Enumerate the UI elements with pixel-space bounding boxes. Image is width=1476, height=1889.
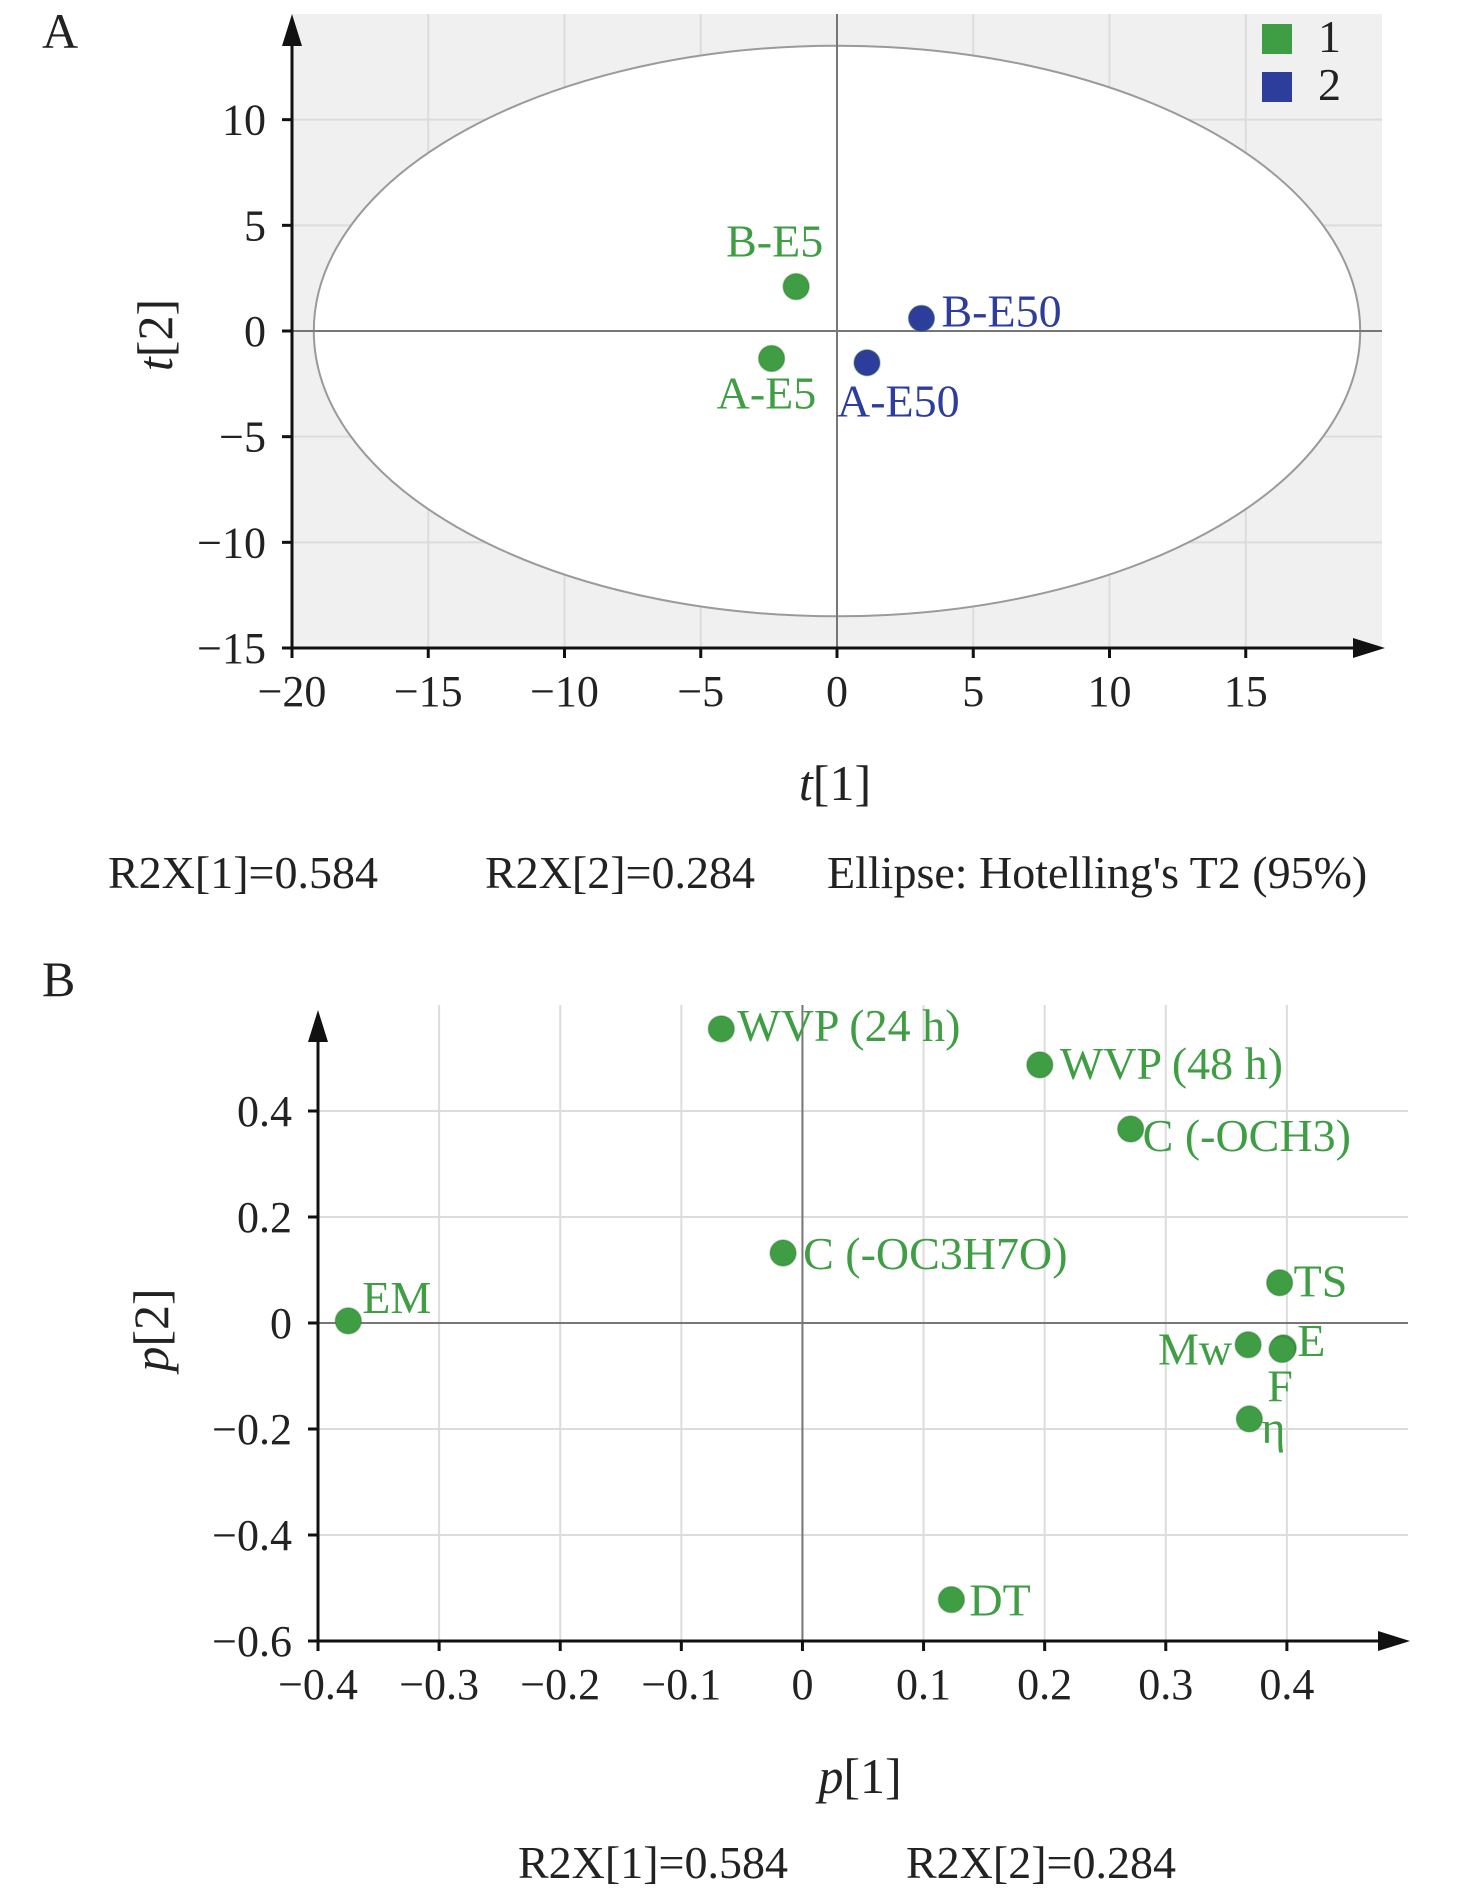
data-point — [1235, 1405, 1264, 1433]
data-point-label: A-E50 — [837, 376, 960, 427]
data-point-label: TS — [1294, 1256, 1348, 1307]
data-point-label: C (-OCH3) — [1143, 1110, 1351, 1161]
panel-b-x-axis-label-index: [1] — [843, 1748, 901, 1804]
panel-a-x-axis-label-index: [1] — [813, 755, 871, 811]
x-axis-arrow — [1353, 638, 1385, 658]
data-point-label: B-E5 — [726, 216, 823, 267]
y-tick-label: 0.2 — [237, 1193, 292, 1242]
panel-a-legend: 12 — [1262, 11, 1341, 110]
panel-b-points: WVP (24 h) WVP (48 h) C (-OCH3) C (-OC3H7O)… — [334, 1000, 1351, 1626]
data-point-label: EM — [362, 1272, 431, 1323]
x-tick-label: 15 — [1224, 667, 1268, 716]
panel-b-tick-labels: −0.4 −0.3 −0.2 −0.1 0 0.1 0.2 0.3 0.4−0.6−0.4−0.… — [212, 1087, 1314, 1709]
x-tick-label: 5 — [962, 667, 984, 716]
x-tick-label: 10 — [1088, 667, 1132, 716]
panel-a-y-axis-label: t[2] — [127, 299, 183, 371]
x-tick-label: 0.1 — [896, 1660, 951, 1709]
x-tick-label: −5 — [677, 667, 724, 716]
panel-a-ellipse-note: Ellipse: Hotelling's T2 (95%) — [827, 847, 1367, 898]
panel-b-axes — [308, 1010, 1410, 1651]
x-tick-label: −15 — [394, 667, 463, 716]
y-tick-label: −5 — [219, 413, 266, 462]
x-tick-label: −20 — [258, 667, 327, 716]
legend-swatch — [1262, 72, 1292, 102]
x-tick-label: 0 — [791, 1660, 813, 1709]
data-point-label: C (-OC3H7O) — [803, 1228, 1067, 1279]
panel-a-zero-lines — [292, 14, 1382, 648]
panel-b-letter: B — [42, 951, 75, 1007]
x-tick-label: −0.2 — [520, 1660, 600, 1709]
panel-b-zero-lines — [318, 1005, 1408, 1641]
panel-b-chart: B −0.4 −0.3 −0.2 −0.1 0 0.1 0.2 0.3 0.4−0.6−0.4−… — [42, 951, 1410, 1888]
x-tick-label: 0.4 — [1259, 1660, 1314, 1709]
panel-b-r2x1: R2X[1]=0.584 — [518, 1837, 788, 1888]
panel-a-r2x1: R2X[1]=0.584 — [108, 847, 378, 898]
data-point — [769, 1239, 797, 1267]
panel-a-axes — [282, 14, 1385, 658]
data-point — [334, 1307, 363, 1335]
x-tick-label: −10 — [530, 667, 599, 716]
panel-b-y-axis-label-index: [2] — [123, 1288, 179, 1346]
x-tick-label: 0 — [826, 667, 848, 716]
data-point-label: Mw — [1158, 1324, 1233, 1375]
panel-a-r2x2: R2X[2]=0.284 — [485, 847, 755, 898]
panel-a-x-axis-label-var: t — [799, 755, 814, 811]
y-tick-label: −10 — [197, 518, 266, 567]
x-tick-label: −0.1 — [641, 1660, 721, 1709]
y-tick-label: 0.4 — [237, 1087, 292, 1136]
panel-b-y-axis-label-var: p — [123, 1347, 179, 1375]
y-tick-label: 0 — [244, 307, 266, 356]
data-point-label: A-E5 — [717, 367, 817, 418]
data-point — [1116, 1115, 1145, 1143]
x-tick-label: −0.4 — [278, 1660, 358, 1709]
data-point-label: WVP (48 h) — [1060, 1038, 1283, 1089]
legend-label: 2 — [1318, 59, 1341, 110]
y-tick-label: −0.6 — [212, 1617, 292, 1666]
panel-a-points: B-E5 A-E5 B-E50 A-E50 — [717, 216, 1062, 427]
legend-swatch — [1262, 24, 1292, 54]
x-tick-label: 0.3 — [1138, 1660, 1193, 1709]
y-tick-label: 5 — [244, 201, 266, 250]
data-point-label: η — [1261, 1402, 1285, 1453]
data-point — [907, 304, 936, 333]
legend-label: 1 — [1318, 11, 1341, 62]
data-point-label: E — [1297, 1315, 1325, 1366]
y-tick-label: 0 — [270, 1299, 292, 1348]
data-point — [1234, 1330, 1262, 1359]
y-tick-label: −0.2 — [212, 1405, 292, 1454]
panel-a-letter: A — [42, 3, 78, 59]
y-tick-label: −0.4 — [212, 1511, 292, 1560]
panel-a-x-axis-label: t[1] — [799, 755, 871, 811]
y-tick-label: 10 — [222, 96, 266, 145]
panel-b-x-axis-label-var: p — [815, 1748, 843, 1804]
data-point-label: F — [1267, 1361, 1293, 1412]
x-tick-label: 0.2 — [1017, 1660, 1072, 1709]
y-axis-arrow — [282, 14, 302, 46]
data-point — [707, 1015, 736, 1043]
panel-a-y-axis-label-var: t — [127, 356, 183, 371]
panel-a-y-axis-label-index: [2] — [127, 299, 183, 357]
data-point — [853, 348, 881, 377]
data-point — [757, 344, 786, 373]
data-point-label: B-E50 — [941, 285, 1061, 336]
x-axis-arrow — [1378, 1631, 1410, 1651]
data-point — [937, 1585, 966, 1614]
data-point — [1265, 1268, 1294, 1297]
y-tick-label: −15 — [197, 624, 266, 673]
data-point — [1268, 1335, 1296, 1364]
data-point-label: WVP (24 h) — [737, 1000, 960, 1051]
data-point — [782, 272, 810, 301]
y-axis-arrow — [308, 1010, 328, 1042]
panel-b-x-axis-label: p[1] — [815, 1748, 901, 1804]
data-point — [1026, 1051, 1054, 1079]
panel-b-y-axis-label: p[2] — [123, 1288, 179, 1374]
panel-b-r2x2: R2X[2]=0.284 — [906, 1837, 1176, 1888]
x-tick-label: −0.3 — [399, 1660, 479, 1709]
data-point-label: DT — [969, 1575, 1030, 1626]
